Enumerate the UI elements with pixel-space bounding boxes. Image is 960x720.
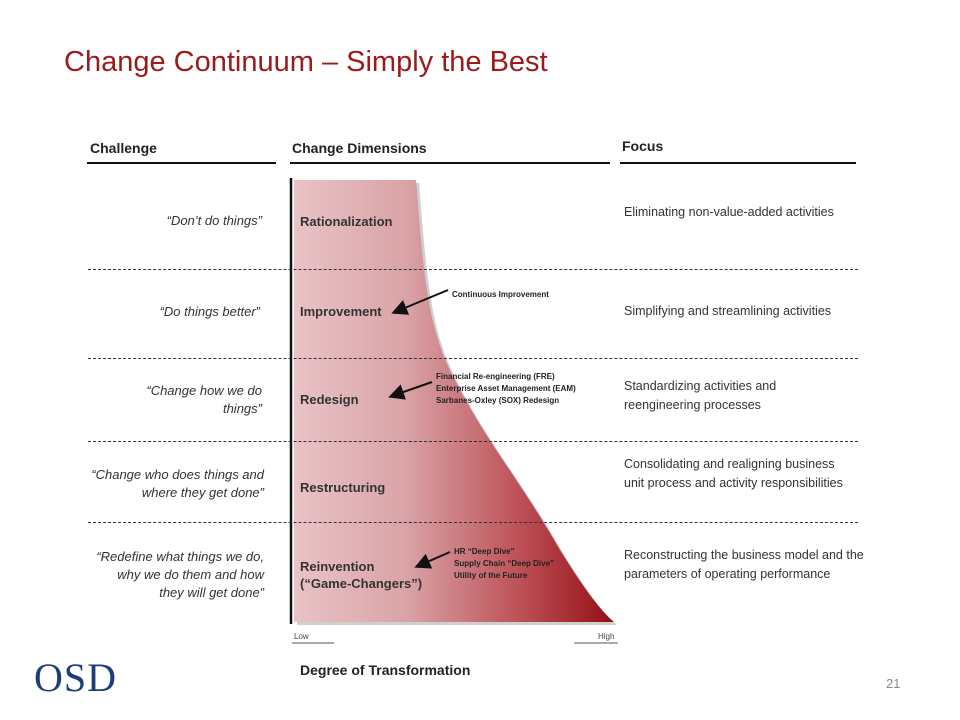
focus-text: Eliminating non-value-added activities (624, 205, 834, 219)
note-line: Financial Re-engineering (FRE) (436, 372, 555, 381)
dimension-label: Improvement (300, 304, 382, 319)
note-line: HR “Deep Dive” (454, 547, 515, 556)
row-separator (88, 269, 858, 270)
challenge-text: “Don’t do things” (166, 213, 262, 228)
slide-title: Change Continuum – Simply the Best (64, 46, 548, 79)
note-line: Enterprise Asset Management (EAM) (436, 384, 576, 393)
dimension-label-line1: Reinvention (300, 559, 375, 574)
challenge-text: “Do things better” (159, 304, 260, 319)
row-separator (88, 441, 858, 442)
header-dimensions: Change Dimensions (292, 140, 427, 156)
row-separator (88, 522, 858, 523)
challenge-text: “Change how we do things” (146, 383, 262, 416)
title-main: Change Continuum (64, 46, 314, 78)
title-sub: Simply the Best (346, 46, 548, 78)
challenge-text: “Change who does things and where they g… (91, 467, 264, 500)
note-continuous-improvement: Continuous Improvement (452, 290, 549, 299)
focus-text: Reconstructing the business model and th… (624, 548, 864, 581)
dimension-label: Restructuring (300, 480, 386, 495)
challenge-text: “Redefine what things we do, why we do t… (96, 549, 264, 600)
note-reinvention-initiatives: HR “Deep Dive” Supply Chain “Deep Dive” … (454, 546, 554, 582)
axis-high-label: High (598, 632, 615, 641)
arrow-continuous-improvement (391, 289, 449, 315)
page-number: 21 (886, 676, 901, 691)
dimension-label-line2: (“Game-Changers”) (300, 576, 423, 591)
funnel-fill (294, 180, 614, 622)
note-line: Sarbanes-Oxley (SOX) Redesign (436, 396, 560, 405)
header-challenge: Challenge (90, 140, 157, 156)
row-separator (88, 358, 858, 359)
header-focus: Focus (622, 138, 664, 154)
focus-text: Standardizing activities and reengineeri… (624, 379, 777, 412)
axis-title: Degree of Transformation (300, 662, 471, 678)
dimension-label: Redesign (300, 392, 359, 407)
arrow-reinvention-initiatives (414, 551, 451, 569)
title-separator: – (313, 46, 347, 78)
note-redesign-initiatives: Financial Re-engineering (FRE) Enterpris… (436, 371, 576, 407)
note-line: Utility of the Future (454, 571, 528, 580)
header-focus-rule (620, 162, 856, 164)
osd-logo: OSD (34, 655, 118, 700)
note-line: Supply Chain “Deep Dive” (454, 559, 555, 568)
arrow-redesign-initiatives (388, 381, 433, 400)
focus-text: Simplifying and streamlining activities (624, 304, 832, 318)
axis-low-label: Low (294, 632, 309, 641)
focus-text: Consolidating and realigning business un… (624, 457, 843, 490)
header-challenge-rule (87, 162, 276, 164)
dimension-label: Rationalization (300, 214, 393, 229)
header-dimensions-rule (290, 162, 610, 164)
